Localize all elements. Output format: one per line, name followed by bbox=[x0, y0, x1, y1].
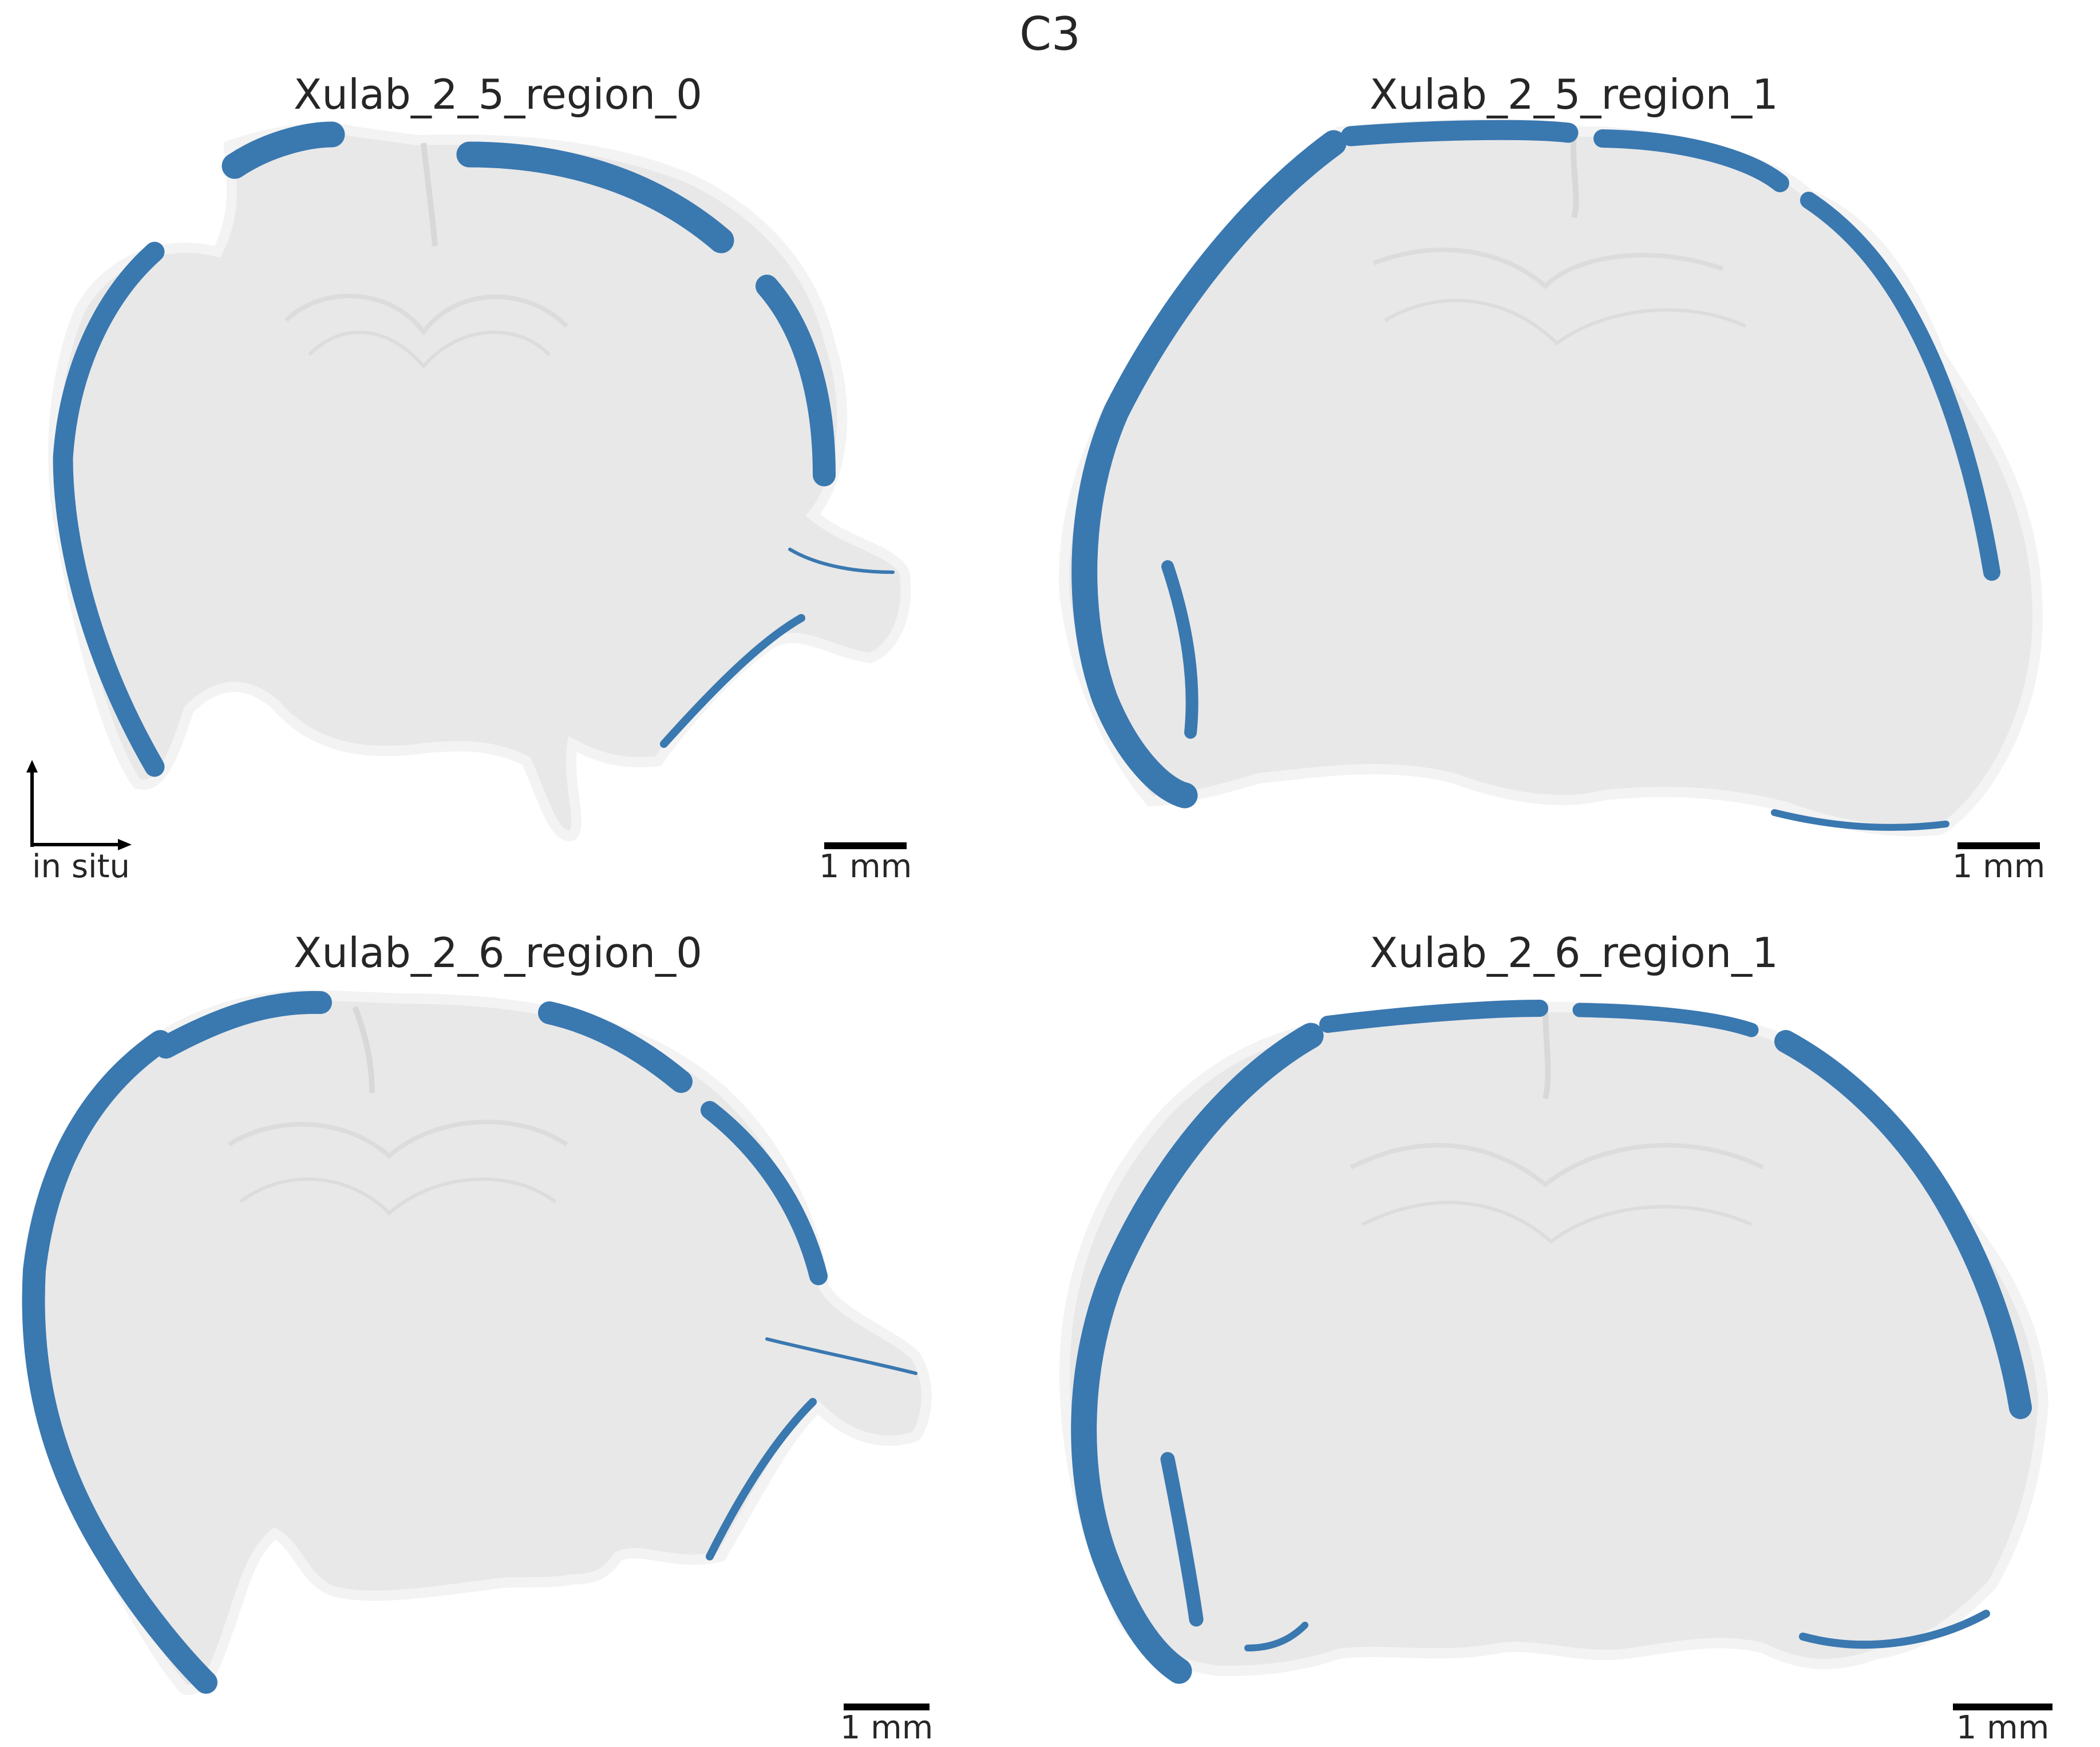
axes-indicator-label: in situ bbox=[32, 848, 130, 885]
expression-band-2 bbox=[22, 991, 917, 1694]
scalebar-label-3: 1 mm bbox=[1956, 1709, 2050, 1746]
expression-band-3 bbox=[1071, 1000, 2032, 1684]
panel-title-2: Xulab_2_6_region_0 bbox=[294, 929, 702, 977]
scalebar-label-2: 1 mm bbox=[840, 1709, 934, 1746]
scalebar-label-0: 1 mm bbox=[818, 848, 912, 885]
panel-title-3: Xulab_2_6_region_1 bbox=[1370, 929, 1778, 977]
scalebar-3 bbox=[1953, 1704, 2052, 1710]
scalebar-label-1: 1 mm bbox=[1952, 848, 2046, 885]
expression-band-1 bbox=[1071, 120, 2000, 831]
scalebar-1 bbox=[1957, 842, 2040, 849]
panel-title-1: Xulab_2_5_region_1 bbox=[1370, 70, 1778, 118]
tissue-section-1 bbox=[1059, 118, 2043, 837]
scalebar-0 bbox=[824, 842, 907, 849]
panel-title-0: Xulab_2_5_region_0 bbox=[294, 70, 702, 118]
axes-indicator bbox=[26, 760, 132, 850]
expression-band-0 bbox=[53, 121, 895, 777]
scalebar-2 bbox=[844, 1704, 930, 1710]
figure-title: C3 bbox=[1019, 7, 1081, 61]
